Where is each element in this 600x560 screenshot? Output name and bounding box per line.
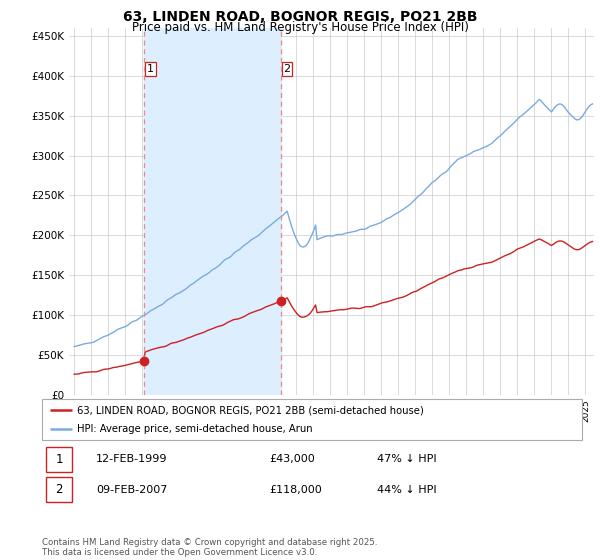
Text: 2: 2 xyxy=(56,483,63,496)
Text: £118,000: £118,000 xyxy=(269,484,322,494)
Text: HPI: Average price, semi-detached house, Arun: HPI: Average price, semi-detached house,… xyxy=(77,424,313,433)
Text: 1: 1 xyxy=(56,453,63,466)
Text: Contains HM Land Registry data © Crown copyright and database right 2025.
This d: Contains HM Land Registry data © Crown c… xyxy=(42,538,377,557)
Bar xyxy=(46,477,72,502)
Text: 12-FEB-1999: 12-FEB-1999 xyxy=(96,454,167,464)
Text: 44% ↓ HPI: 44% ↓ HPI xyxy=(377,484,436,494)
Text: 1: 1 xyxy=(147,64,154,74)
Bar xyxy=(145,28,281,395)
Text: 63, LINDEN ROAD, BOGNOR REGIS, PO21 2BB: 63, LINDEN ROAD, BOGNOR REGIS, PO21 2BB xyxy=(123,10,477,24)
Text: Price paid vs. HM Land Registry's House Price Index (HPI): Price paid vs. HM Land Registry's House … xyxy=(131,21,469,34)
Text: 2: 2 xyxy=(283,64,290,74)
Bar xyxy=(46,447,72,472)
Text: £43,000: £43,000 xyxy=(269,454,314,464)
Text: 09-FEB-2007: 09-FEB-2007 xyxy=(96,484,167,494)
Text: 63, LINDEN ROAD, BOGNOR REGIS, PO21 2BB (semi-detached house): 63, LINDEN ROAD, BOGNOR REGIS, PO21 2BB … xyxy=(77,405,424,415)
Text: 47% ↓ HPI: 47% ↓ HPI xyxy=(377,454,436,464)
